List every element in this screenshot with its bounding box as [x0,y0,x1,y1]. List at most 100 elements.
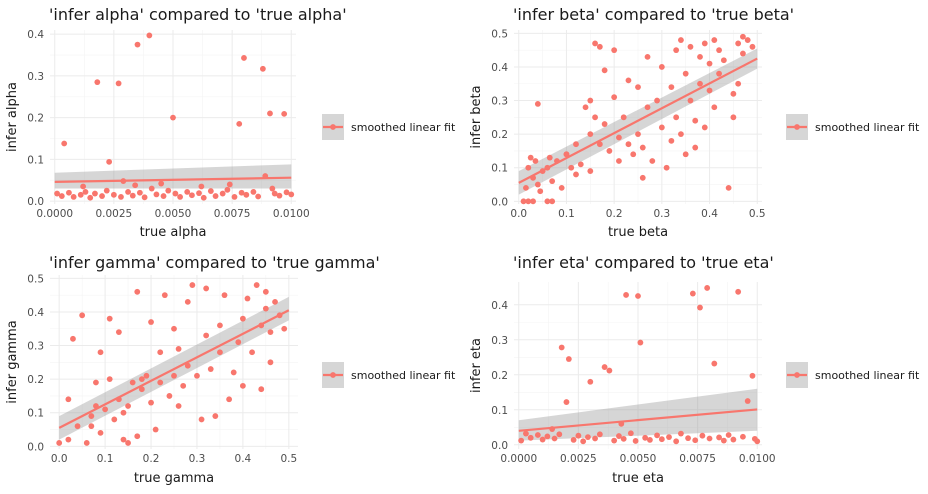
data-point [563,151,570,158]
x-tick-label: 0.0 [510,208,527,220]
data-point [692,437,699,444]
x-tick-label: 0.0025 [95,208,132,220]
data-point [632,438,639,444]
data-point [740,433,746,440]
data-point [704,285,711,291]
data-point [217,349,223,356]
data-point [87,194,94,201]
data-point [171,372,177,379]
data-point [65,436,72,443]
data-point [88,423,95,430]
data-point [730,436,737,443]
y-tick-label: 0.3 [491,96,508,108]
data-point [689,290,696,297]
panel-2: 0.0 0.1 0.2 0.3 0.4 0.5 0.0 0.1 0.2 0.3 0.4 0.5 'inf… [469,5,920,240]
data-point [212,193,219,199]
panel-title: 'infer eta' compared to 'true eta' [513,253,774,272]
data-point [138,386,145,393]
panel-title: 'infer gamma' compared to 'true gamma' [49,253,380,272]
data-point [230,369,237,376]
data-point [573,171,579,178]
y-tick-label: 0.1 [27,154,44,166]
data-point [134,433,141,440]
data-point [125,440,131,446]
legend: smoothed linear fit [786,362,920,388]
x-tick-label: 0.0100 [739,453,776,465]
data-point [563,399,570,405]
data-point [697,304,703,311]
confidence-band [54,164,292,189]
data-point [231,194,238,200]
data-point [175,403,182,409]
data-point [720,437,727,444]
x-tick-label: 0.4 [235,453,252,465]
data-point [701,124,708,131]
data-point [527,434,534,441]
data-point [663,164,670,171]
data-point [682,70,689,77]
data-point [682,151,689,158]
data-point [111,416,118,423]
data-point [551,435,558,442]
x-tick-label: 0.0075 [214,208,251,220]
legend: smoothed linear fit [786,114,920,140]
data-point [184,188,191,195]
data-point [120,409,127,416]
fit-line [518,408,758,432]
x-tick-label: 0.5 [749,208,766,220]
data-point [654,97,660,104]
data-point [592,114,598,121]
data-point [596,431,603,438]
data-point [625,141,632,148]
panel-1: 0.0000 0.0025 0.0050 0.0075 0.0100 0.0 0.1 0.2 0… [5,5,456,240]
y-tick-label: 0.4 [491,300,508,312]
data-point [678,430,684,437]
data-point [102,406,109,413]
data-point [239,382,246,389]
data-point [530,198,536,205]
data-point [146,32,153,39]
data-point [635,131,641,138]
data-point [269,185,276,192]
data-point [203,332,210,339]
data-point [577,161,584,168]
data-point [596,141,603,148]
data-point [644,104,651,111]
data-point [238,189,245,196]
data-point [635,293,641,299]
x-tick-label: 0.0025 [560,453,597,465]
data-point [518,437,525,444]
legend-label: smoothed linear fit [351,121,456,134]
y-tick-label: 0.1 [491,405,508,417]
legend-key-point [330,124,336,130]
panel-4: 0.0000 0.0025 0.0050 0.0075 0.0100 0.0 0.1 0.2 0… [469,253,920,486]
data-point [203,285,210,292]
x-axis-title: true gamma [134,471,214,486]
data-point [239,315,246,322]
data-point [616,433,622,439]
data-point [180,382,187,389]
x-axis-title: true beta [608,225,668,240]
data-point [148,399,154,406]
data-point [235,339,242,346]
data-point [611,94,618,101]
x-tick-label: 0.0050 [155,208,192,220]
y-tick-label: 0.0 [491,440,508,452]
data-point [97,429,104,436]
data-point [539,436,546,443]
data-point [226,396,233,403]
data-point [558,184,565,191]
data-point [160,193,167,199]
x-tick-label: 0.2 [143,453,160,465]
data-point [94,79,101,86]
data-point [720,57,727,64]
data-point [687,43,694,50]
data-point [658,436,665,443]
x-tick-label: 0.3 [653,208,670,220]
x-tick-label: 0.4 [701,208,718,220]
y-tick-label: 0.4 [491,62,508,74]
y-tick-label: 0.2 [491,129,508,141]
data-point [165,187,172,194]
data-point [262,305,269,312]
data-point [262,288,269,295]
